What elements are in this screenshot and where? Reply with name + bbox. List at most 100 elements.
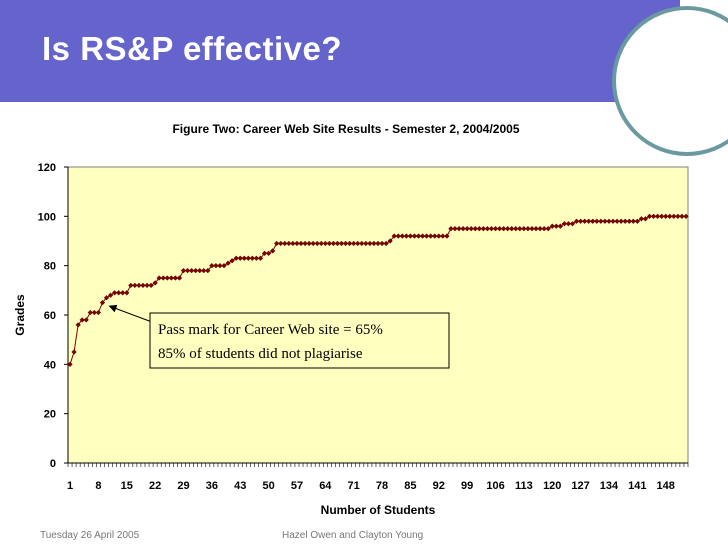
data-point (650, 213, 657, 220)
data-point (201, 267, 207, 274)
data-point (184, 267, 191, 274)
data-point (229, 258, 235, 264)
data-point (464, 225, 470, 232)
data-point (140, 282, 146, 289)
data-point (456, 225, 462, 232)
data-point (128, 282, 134, 289)
data-point (265, 250, 272, 257)
data-point (387, 238, 393, 244)
data-point (326, 240, 333, 247)
data-point (423, 233, 430, 239)
data-point (152, 280, 158, 286)
data-point (581, 218, 588, 224)
data-point (594, 218, 600, 224)
title-bar: Is RS&P effective? (0, 0, 680, 102)
data-point (646, 213, 653, 220)
data-point (363, 240, 369, 247)
data-point (399, 233, 405, 239)
data-point (120, 290, 126, 296)
data-point (614, 218, 620, 224)
data-point (286, 240, 292, 247)
data-point (602, 218, 608, 224)
data-point (403, 233, 410, 239)
data-point (176, 275, 183, 281)
y-tick-label: 0 (50, 458, 56, 470)
data-point (164, 275, 170, 281)
data-point (436, 233, 442, 239)
data-point (302, 240, 308, 247)
data-point (257, 255, 264, 261)
data-point (310, 240, 316, 247)
x-tick-label: 15 (121, 480, 133, 492)
x-tick-label: 106 (486, 480, 504, 492)
data-point (111, 290, 118, 296)
data-point (375, 240, 381, 247)
annotation-box (149, 312, 450, 369)
data-point (618, 218, 624, 224)
data-point (355, 240, 361, 247)
y-tick-label: 40 (44, 359, 56, 371)
data-point (249, 255, 256, 261)
data-point (71, 349, 77, 355)
x-tick-label: 36 (206, 480, 218, 492)
data-point (124, 290, 130, 296)
data-point (391, 233, 397, 239)
data-point (322, 240, 329, 247)
data-point (577, 218, 584, 224)
data-point (213, 262, 219, 269)
data-point (217, 262, 223, 269)
career-results-chart: Figure Two: Career Web Site Results - Se… (13, 122, 689, 517)
data-point (197, 267, 203, 274)
x-tick-label: 113 (515, 480, 533, 492)
data-point (132, 282, 138, 289)
x-tick-label: 64 (319, 480, 332, 492)
data-point (415, 233, 422, 239)
data-point (306, 240, 312, 247)
x-tick-label: 22 (149, 480, 161, 492)
data-point (504, 225, 511, 232)
data-point (638, 216, 645, 222)
y-tick-label: 20 (44, 409, 56, 421)
data-point (115, 290, 122, 296)
annotation-line-1: Pass mark for Career Web site = 65% (158, 322, 383, 338)
data-point (79, 317, 85, 323)
data-point (671, 213, 677, 220)
data-point (395, 233, 401, 239)
data-point (598, 218, 604, 224)
data-point (444, 233, 450, 239)
data-point (525, 225, 531, 232)
annotation-arrow (108, 304, 153, 323)
data-point (553, 223, 559, 229)
data-point (261, 250, 268, 257)
footer-date: Tuesday 26 April 2005 (40, 530, 140, 541)
data-point (298, 240, 304, 247)
data-point (99, 299, 106, 306)
data-point (351, 240, 357, 247)
data-point (675, 213, 681, 220)
y-axis-title: Grades (13, 294, 27, 336)
x-tick-label: 29 (177, 480, 189, 492)
data-point (569, 221, 576, 227)
data-point (521, 225, 527, 232)
data-point (590, 218, 596, 224)
data-point (561, 221, 568, 227)
data-point (484, 225, 491, 232)
data-point (180, 267, 187, 274)
data-point (549, 223, 555, 229)
data-point (679, 213, 685, 220)
data-point (452, 225, 458, 232)
x-axis-title: Number of Students (321, 503, 436, 517)
x-tick-label: 8 (95, 480, 101, 492)
data-point (209, 262, 215, 269)
x-tick-label: 78 (376, 480, 388, 492)
data-point (533, 225, 539, 232)
data-points (67, 213, 689, 368)
data-point (440, 233, 446, 239)
data-point (472, 225, 478, 232)
y-axis-ticks: 0 20 40 60 80 100 120 (38, 162, 68, 470)
data-point (586, 218, 592, 224)
y-tick-label: 100 (38, 211, 56, 223)
data-point (411, 233, 418, 239)
data-point (330, 240, 337, 247)
data-point (630, 218, 636, 224)
